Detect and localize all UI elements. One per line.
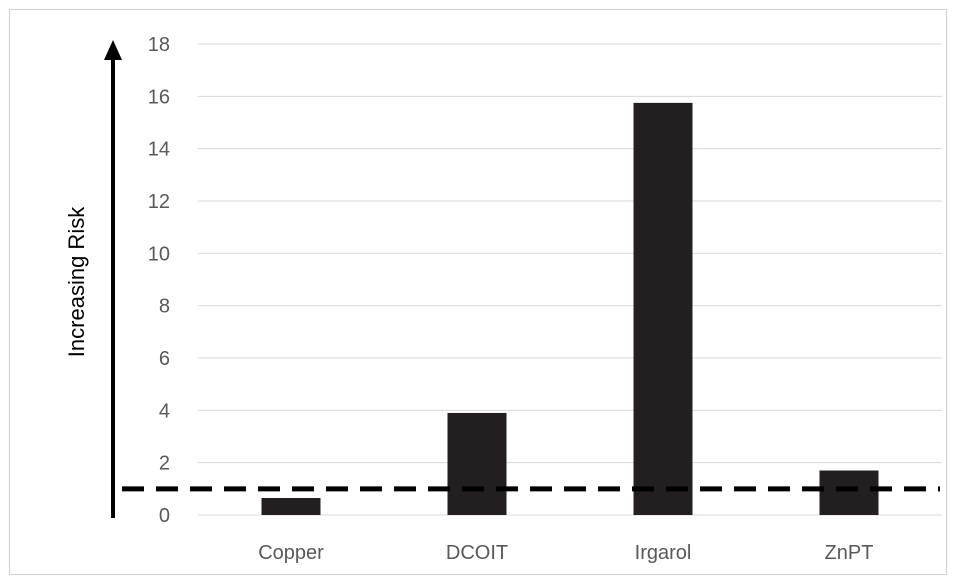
bars xyxy=(261,102,879,515)
y-tick-label: 12 xyxy=(148,191,170,213)
y-tick-label: 18 xyxy=(148,34,170,56)
y-tick-labels: 0 2 4 6 8 10 12 14 16 18 xyxy=(148,34,170,527)
y-tick-label: 8 xyxy=(159,296,170,318)
bar-copper xyxy=(261,497,321,515)
y-tick-label: 4 xyxy=(159,400,170,422)
y-tick-label: 10 xyxy=(148,243,170,265)
category-label-copper: Copper xyxy=(258,542,324,564)
y-tick-label: 6 xyxy=(159,348,170,370)
bar-irgarol xyxy=(633,102,693,515)
category-label-znpt: ZnPT xyxy=(825,542,874,564)
y-axis-label: Increasing Risk xyxy=(64,206,89,357)
y-tick-label: 14 xyxy=(148,139,170,161)
gridlines xyxy=(198,43,942,516)
bar-znpt xyxy=(819,470,879,515)
y-tick-label: 16 xyxy=(148,86,170,108)
category-label-irgarol: Irgarol xyxy=(635,542,692,564)
y-tick-label: 2 xyxy=(159,453,170,475)
chart-frame xyxy=(9,9,947,575)
bar-dcoit xyxy=(447,412,507,515)
category-label-dcoit: DCOIT xyxy=(446,542,508,564)
y-axis-arrow xyxy=(104,40,122,518)
category-labels: Copper DCOIT Irgarol ZnPT xyxy=(258,542,873,564)
y-tick-label: 0 xyxy=(159,505,170,527)
